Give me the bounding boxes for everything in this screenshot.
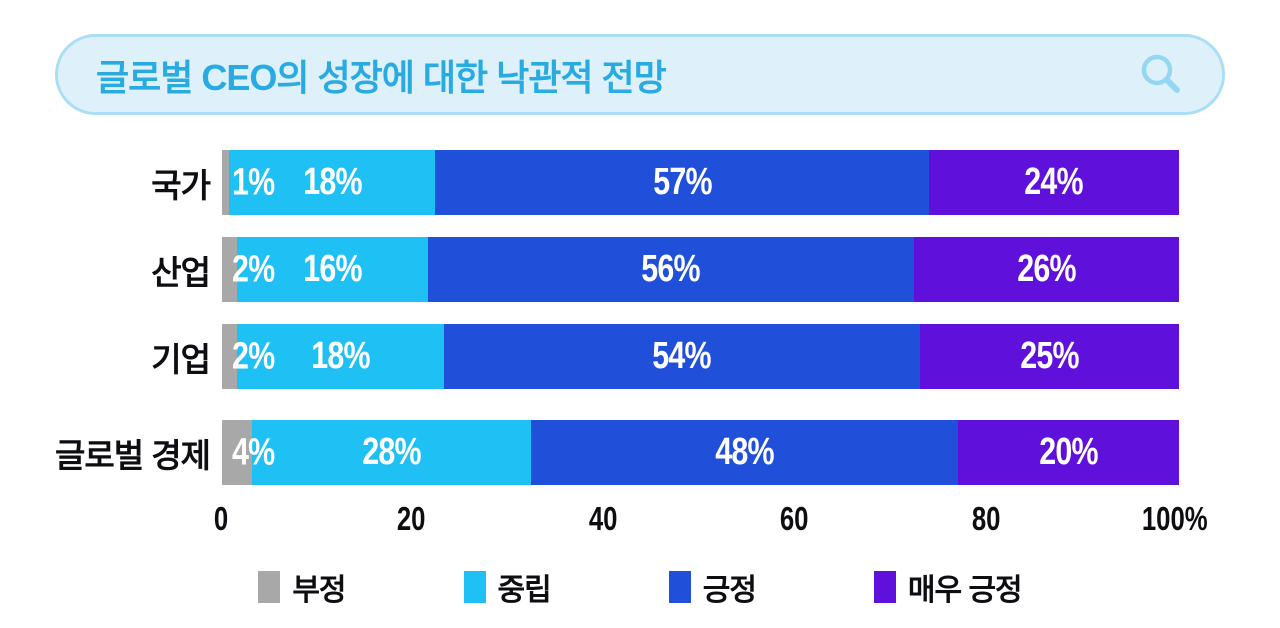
value-label-positive: 56% xyxy=(641,248,701,290)
legend-swatch-negative xyxy=(258,571,281,603)
legend-label-positive: 긍정 xyxy=(702,574,757,607)
bar-segment-positive: 56% xyxy=(427,237,915,302)
bar-segment-negative xyxy=(222,420,252,485)
legend-swatch-neutral xyxy=(463,571,486,603)
value-label-positive: 54% xyxy=(652,335,712,377)
bar-track: 4% 28% 48% 20% xyxy=(222,420,1180,485)
chart-rows: 국가 1% 18% 57% 24% 산업 2% 16% 56% 26% 기업 2% 18% 54% 25% 글… xyxy=(0,150,1280,485)
search-icon[interactable] xyxy=(1138,51,1182,99)
legend-label-negative: 부정 xyxy=(292,574,346,607)
chart-row: 산업 2% 16% 56% 26% xyxy=(0,237,1280,302)
bar-track: 2% 18% 54% 25% xyxy=(222,324,1179,389)
category-label: 글로벌 경제 xyxy=(55,436,211,474)
value-label-neutral: 16% xyxy=(303,248,362,290)
x-axis: 0 20 40 60 80 100% xyxy=(214,500,1208,540)
x-axis-tick: 100% xyxy=(1141,500,1208,537)
legend-label-neutral: 중립 xyxy=(497,574,552,607)
chart-row: 국가 1% 18% 57% 24% xyxy=(0,150,1280,215)
bar-segment-very-positive: 24% xyxy=(928,150,1179,215)
value-label-negative: 4% xyxy=(232,431,275,473)
x-axis-tick: 60 xyxy=(780,500,809,537)
value-label-negative: 2% xyxy=(232,248,275,290)
bar-segment-neutral: 18% xyxy=(236,324,445,389)
value-label-very-positive: 25% xyxy=(1020,335,1079,377)
x-axis-tick: 80 xyxy=(971,500,1001,537)
value-label-negative: 2% xyxy=(232,335,275,377)
bar-segment-very-positive: 25% xyxy=(919,324,1179,389)
page-title: 글로벌 CEO의 성장에 대한 낙관적 전망 xyxy=(96,56,667,98)
legend-label-very-positive: 매우 긍정 xyxy=(907,574,1023,607)
bar-segment-positive: 57% xyxy=(435,150,929,215)
x-axis-tick: 40 xyxy=(588,500,618,537)
x-axis-tick: 20 xyxy=(397,500,426,537)
bar-segment-negative xyxy=(222,237,237,302)
value-label-very-positive: 26% xyxy=(1017,248,1076,290)
chart-row: 글로벌 경제 4% 28% 48% 20% xyxy=(0,420,1280,485)
title-bar: 글로벌 CEO의 성장에 대한 낙관적 전망 xyxy=(55,34,1225,115)
bar-segment-positive: 54% xyxy=(444,324,920,389)
value-label-neutral: 18% xyxy=(303,161,362,203)
value-label-negative: 1% xyxy=(232,161,275,203)
value-label-neutral: 18% xyxy=(311,335,370,377)
bar-segment-very-positive: 20% xyxy=(958,420,1180,485)
value-label-very-positive: 24% xyxy=(1024,161,1084,203)
bar-segment-negative xyxy=(222,324,237,389)
stacked-bar-chart: 국가 1% 18% 57% 24% 산업 2% 16% 56% 26% 기업 2% 18% 54% 25% 글… xyxy=(0,150,1280,607)
value-label-very-positive: 20% xyxy=(1039,431,1098,473)
legend-item-positive: 긍정 xyxy=(668,565,757,609)
category-label: 기업 xyxy=(151,340,211,378)
bar-segment-neutral: 18% xyxy=(229,150,436,215)
legend-item-negative: 부정 xyxy=(258,565,347,609)
value-label-positive: 57% xyxy=(652,161,712,203)
chart-row: 기업 2% 18% 54% 25% xyxy=(0,324,1280,389)
bar-segment-neutral: 28% xyxy=(251,420,532,485)
value-label-neutral: 28% xyxy=(362,431,421,473)
category-label: 산업 xyxy=(151,253,211,291)
category-label: 국가 xyxy=(151,166,211,204)
legend-swatch-positive xyxy=(668,571,691,603)
bar-track: 1% 18% 57% 24% xyxy=(222,150,1179,215)
bar-track: 2% 16% 56% 26% xyxy=(222,237,1179,302)
legend: 부정 중립 긍정 매우 긍정 xyxy=(0,565,1280,609)
bar-segment-positive: 48% xyxy=(531,420,959,485)
legend-item-neutral: 중립 xyxy=(463,565,552,609)
bar-segment-very-positive: 26% xyxy=(914,237,1179,302)
x-axis-tick: 0 xyxy=(213,500,229,537)
bar-segment-negative xyxy=(222,150,230,215)
legend-item-very-positive: 매우 긍정 xyxy=(873,565,1023,609)
legend-swatch-very-positive xyxy=(873,571,896,603)
value-label-positive: 48% xyxy=(715,431,775,473)
bar-segment-neutral: 16% xyxy=(236,237,428,302)
